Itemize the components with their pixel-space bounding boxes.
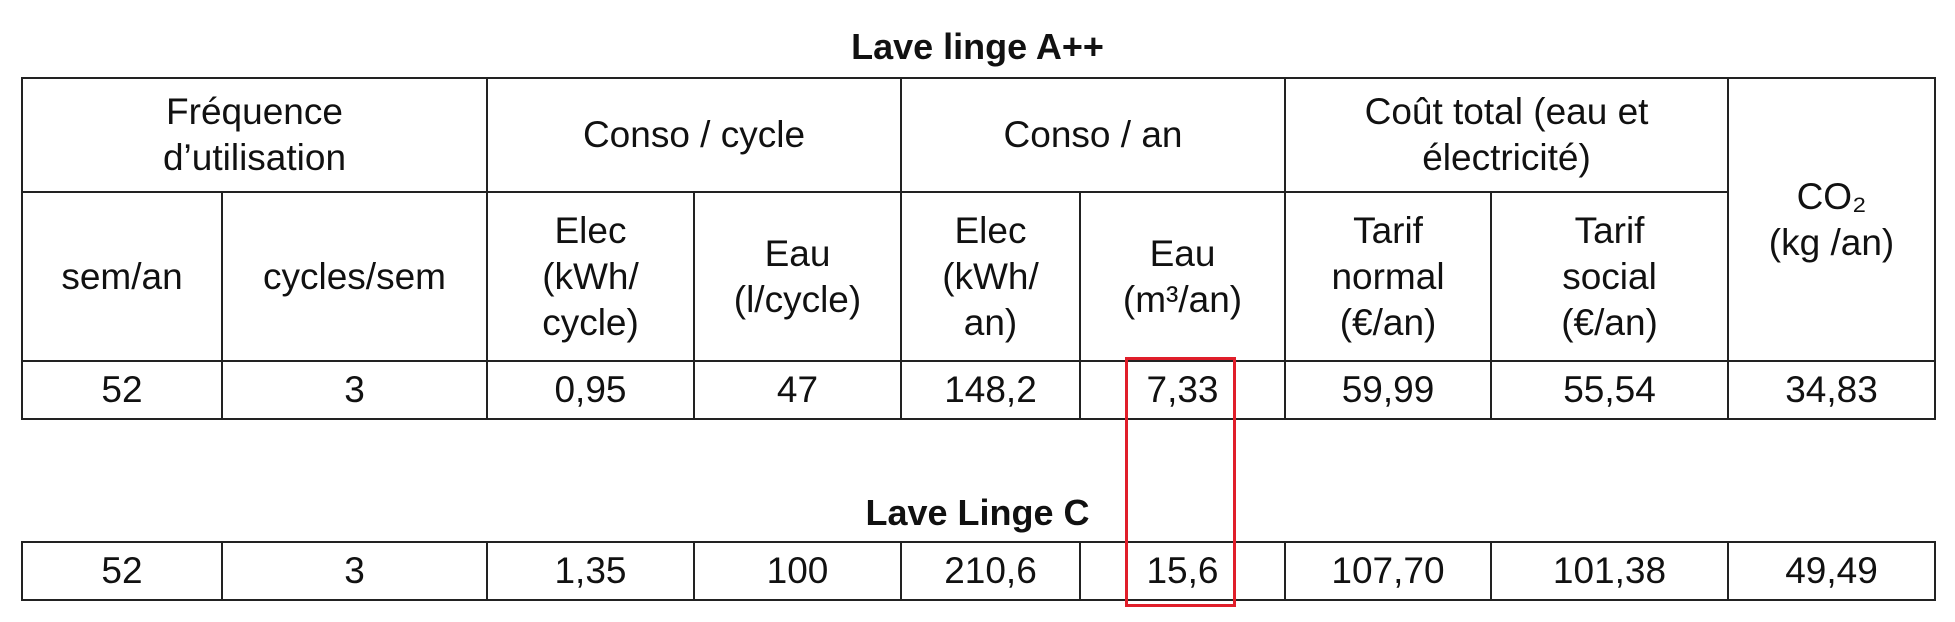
cell-line: Conso / cycle <box>582 114 806 155</box>
cell-line: social <box>1562 255 1657 297</box>
column-header: sem/an <box>21 191 223 362</box>
cell-line: Eau <box>764 232 831 274</box>
data-cell: 47 <box>693 360 902 420</box>
cell-line: Coût total (eau et <box>1364 91 1649 132</box>
data-cell: 49,49 <box>1727 541 1936 601</box>
cell-line: an) <box>963 301 1018 343</box>
cell-line: Elec <box>954 209 1027 251</box>
data-row: 52 3 1,35 100 210,6 15,6 107,70 101,38 49,49 <box>21 541 1936 601</box>
cell-line: cycle) <box>542 301 639 343</box>
cell-line: Fréquence <box>166 91 343 132</box>
data-row: 52 3 0,95 47 148,2 7,33 59,99 55,54 34,83 <box>21 360 1937 420</box>
cell-line: (m³/an) <box>1122 278 1243 320</box>
data-cell: 107,70 <box>1284 541 1492 601</box>
group-header: Coût total (eau et électricité) <box>1284 77 1730 193</box>
data-cell: 100 <box>693 541 902 601</box>
cell-line: Tarif <box>1574 209 1645 251</box>
cell-line: cycles/sem <box>263 255 446 297</box>
group-header: Conso / an <box>899 77 1287 193</box>
cell-line: (kg /an) <box>1768 221 1895 263</box>
column-header: Tarif social (€/an) <box>1490 191 1730 362</box>
column-header: Eau (l/cycle) <box>693 191 902 362</box>
data-cell: 52 <box>21 541 223 601</box>
cell-line: (€/an) <box>1339 301 1437 343</box>
column-header: Eau (m³/an) <box>1078 191 1287 362</box>
data-cell: 1,35 <box>486 541 695 601</box>
header-row: Fréquence d’utilisation Conso / cycle Conso… <box>21 77 1937 362</box>
data-cell: 59,99 <box>1284 360 1493 420</box>
cell-line: d’utilisation <box>162 137 347 178</box>
data-cell: 7,33 <box>1078 360 1287 420</box>
data-cell: 3 <box>221 360 488 420</box>
highlight-box <box>1125 357 1236 607</box>
cell-line: (€/an) <box>1561 301 1658 343</box>
group-header: CO₂ (kg /an) <box>1727 77 1937 362</box>
data-cell: 3 <box>221 541 488 601</box>
data-cell: 15,6 <box>1079 541 1286 601</box>
header-row: sem/an cycles/sem Elec (kWh/cycle) Eau (l/cyc… <box>21 191 1935 362</box>
data-cell: 34,83 <box>1727 360 1937 420</box>
data-cell: 0,95 <box>486 360 695 420</box>
cell-line: (kWh/ <box>942 255 1039 297</box>
cell-line: Elec <box>554 209 627 251</box>
column-header: Tarif normal (€/an) <box>1284 191 1493 362</box>
table-title: Lave linge A++ <box>851 26 1104 67</box>
data-cell: 210,6 <box>900 541 1081 601</box>
cell-line: sem/an <box>61 255 183 297</box>
cell-line: Conso / an <box>1003 114 1183 155</box>
data-cell: 148,2 <box>900 360 1081 420</box>
table-title: Lave Linge C <box>865 492 1090 533</box>
data-cell: 55,54 <box>1490 360 1730 420</box>
group-header: Conso / cycle <box>486 77 902 193</box>
cell-line: (kWh/ <box>542 255 639 297</box>
cell-line: Eau <box>1149 232 1216 274</box>
column-header: cycles/sem <box>221 191 488 362</box>
cell-line: normal <box>1331 255 1445 297</box>
data-cell: 101,38 <box>1490 541 1729 601</box>
table-a: Fréquence d’utilisation Conso / cycle Conso… <box>21 77 1937 420</box>
column-header: Elec (kWh/cycle) <box>486 191 695 362</box>
cell-line: électricité) <box>1422 137 1591 178</box>
cell-line: CO₂ <box>1796 175 1867 217</box>
cell-line: Tarif <box>1353 209 1423 251</box>
column-header: Elec (kWh/an) <box>900 191 1081 362</box>
table-c: 52 3 1,35 100 210,6 15,6 107,70 101,38 49,49 <box>21 541 1936 601</box>
cell-line: (l/cycle) <box>733 278 862 320</box>
data-cell: 52 <box>21 360 223 420</box>
group-header: Fréquence d’utilisation <box>21 77 488 193</box>
